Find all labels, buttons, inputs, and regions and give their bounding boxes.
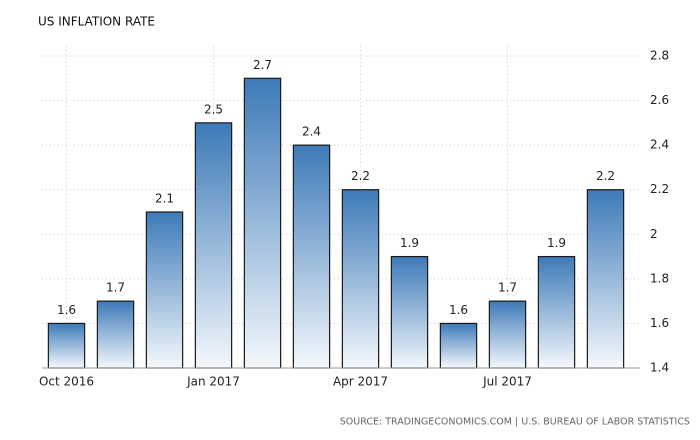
source-note: SOURCE: TRADINGECONOMICS.COM | U.S. BURE… <box>340 417 690 428</box>
bar <box>390 255 429 369</box>
x-tick-label: Jan 2017 <box>186 375 240 389</box>
bar <box>145 211 184 369</box>
x-tick-label: Jul 2017 <box>482 375 532 389</box>
value-label: 1.6 <box>449 303 468 317</box>
y-tick-label: 1.6 <box>650 316 669 330</box>
value-label: 2.7 <box>253 58 272 72</box>
x-tick-label: Apr 2017 <box>333 375 388 389</box>
value-label: 2.4 <box>302 125 321 139</box>
bar <box>586 189 625 369</box>
value-label: 1.7 <box>498 281 517 295</box>
bar <box>439 322 478 369</box>
y-tick-label: 2.8 <box>650 49 669 63</box>
y-tick-label: 2 <box>650 227 658 241</box>
value-label: 1.6 <box>57 303 76 317</box>
bar <box>488 300 527 369</box>
value-label: 2.1 <box>155 192 174 206</box>
bar <box>194 122 233 369</box>
x-tick-label: Oct 2016 <box>39 375 94 389</box>
y-tick-label: 1.8 <box>650 271 669 285</box>
value-label: 1.9 <box>400 236 419 250</box>
value-label: 1.9 <box>547 236 566 250</box>
bar <box>243 77 282 369</box>
value-label: 2.2 <box>596 169 615 183</box>
y-tick-label: 2.6 <box>650 93 669 107</box>
y-tick-label: 2.4 <box>650 138 669 152</box>
value-label: 1.7 <box>106 281 125 295</box>
bar <box>47 322 86 369</box>
bar <box>292 144 331 369</box>
bar <box>341 189 380 369</box>
value-label: 2.2 <box>351 169 370 183</box>
bar <box>96 300 135 369</box>
y-tick-label: 1.4 <box>650 361 669 375</box>
value-label: 2.5 <box>204 102 223 116</box>
chart-title: US INFLATION RATE <box>38 15 155 29</box>
bar <box>537 255 576 369</box>
y-tick-label: 2.2 <box>650 182 669 196</box>
